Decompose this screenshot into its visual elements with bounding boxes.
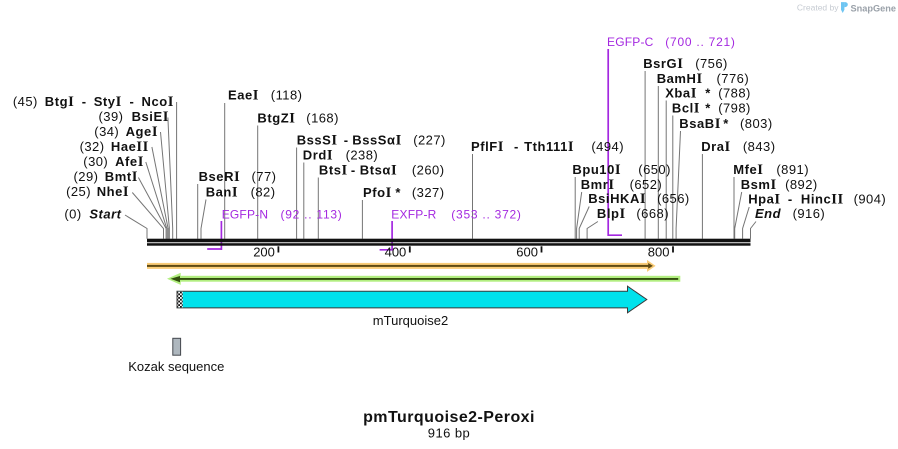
svg-text:(650): (650)	[638, 162, 671, 177]
svg-text:(168): (168)	[306, 110, 339, 125]
svg-text:(39): (39)	[99, 109, 124, 124]
svg-text:(30): (30)	[83, 154, 108, 169]
svg-text:(227): (227)	[413, 132, 446, 147]
svg-text:BtsI: BtsI	[319, 163, 348, 179]
svg-text:(34): (34)	[94, 124, 119, 139]
svg-text:MfeI: MfeI	[733, 162, 763, 178]
svg-text:200: 200	[253, 245, 275, 260]
svg-text:BtgI: BtgI	[45, 94, 75, 110]
svg-text:PfoI: PfoI	[363, 185, 392, 201]
svg-text:BmrI: BmrI	[581, 177, 615, 193]
svg-text:AgeI: AgeI	[126, 124, 158, 140]
svg-text:(891): (891)	[776, 162, 809, 177]
svg-text:*: *	[705, 101, 711, 116]
svg-text:HaeII: HaeII	[111, 139, 149, 155]
svg-text:mTurquoise2: mTurquoise2	[373, 313, 448, 328]
svg-text:-: -	[788, 192, 793, 207]
svg-text:BsrGI: BsrGI	[643, 56, 683, 72]
svg-text:EGFP-N: EGFP-N	[222, 208, 269, 222]
svg-text:BsiEI: BsiEI	[132, 109, 169, 125]
svg-text:BlpI: BlpI	[597, 206, 626, 222]
svg-text:(45): (45)	[13, 94, 38, 109]
svg-text:(803): (803)	[740, 116, 773, 131]
svg-text:BsmI: BsmI	[741, 177, 777, 193]
svg-text:Tth111I: Tth111I	[524, 139, 574, 155]
svg-text:BsiHKAI: BsiHKAI	[588, 191, 646, 207]
svg-text:BsaBI: BsaBI	[679, 116, 721, 132]
svg-text:(353 .. 372): (353 .. 372)	[451, 208, 521, 222]
svg-text:(843): (843)	[743, 139, 776, 154]
svg-text:(118): (118)	[271, 88, 303, 103]
svg-text:*: *	[723, 116, 729, 131]
svg-text:PflFI: PflFI	[471, 139, 504, 155]
svg-text:(82): (82)	[251, 185, 276, 200]
svg-text:(904): (904)	[854, 192, 887, 207]
svg-text:800: 800	[648, 245, 670, 260]
svg-text:(916): (916)	[793, 206, 826, 221]
svg-text:BclI: BclI	[672, 101, 700, 117]
svg-text:(652): (652)	[630, 177, 663, 192]
svg-text:EXFP-R: EXFP-R	[391, 208, 436, 222]
svg-text:(892): (892)	[785, 177, 818, 192]
svg-text:EaeI: EaeI	[228, 88, 259, 104]
svg-text:BamHI: BamHI	[657, 71, 703, 87]
svg-text:(77): (77)	[252, 169, 277, 184]
svg-text:HincII: HincII	[801, 192, 844, 208]
svg-text:-: -	[344, 132, 349, 147]
svg-text:Bpu10I: Bpu10I	[572, 162, 621, 178]
svg-text:(32): (32)	[80, 139, 105, 154]
svg-text:916 bp: 916 bp	[428, 426, 470, 441]
svg-text:BssSαI: BssSαI	[352, 132, 402, 148]
svg-text:Start: Start	[89, 207, 121, 222]
svg-text:400: 400	[385, 245, 407, 260]
svg-text:(25): (25)	[66, 184, 91, 199]
svg-text:BssSI: BssSI	[297, 132, 338, 148]
svg-text:(260): (260)	[412, 163, 445, 178]
svg-text:Kozak sequence: Kozak sequence	[128, 359, 224, 374]
svg-text:HpaI: HpaI	[748, 192, 780, 208]
svg-text:-: -	[130, 94, 135, 109]
svg-text:(0): (0)	[64, 207, 81, 222]
svg-text:(756): (756)	[695, 56, 728, 71]
svg-text:(494): (494)	[591, 139, 624, 154]
svg-text:-: -	[514, 139, 519, 154]
svg-text:EGFP-C: EGFP-C	[607, 35, 654, 49]
svg-text:(668): (668)	[636, 206, 669, 221]
svg-text:(238): (238)	[346, 147, 379, 162]
svg-text:BanI: BanI	[206, 185, 238, 201]
svg-text:BtgZI: BtgZI	[257, 110, 295, 126]
svg-text:AfeI: AfeI	[115, 154, 144, 170]
svg-text:StyI: StyI	[94, 94, 122, 110]
svg-text:(776): (776)	[717, 71, 750, 86]
svg-text:(798): (798)	[718, 101, 751, 116]
svg-text:-: -	[82, 94, 87, 109]
svg-text:*: *	[705, 86, 711, 101]
svg-text:Created by: Created by	[797, 3, 839, 13]
svg-text:BmtI: BmtI	[105, 169, 138, 185]
svg-text:SnapGene: SnapGene	[851, 4, 896, 14]
svg-text:-: -	[351, 163, 356, 178]
svg-text:pmTurquoise2-Peroxi: pmTurquoise2-Peroxi	[363, 409, 535, 426]
svg-text:(92 .. 113): (92 .. 113)	[281, 208, 343, 222]
svg-text:(327): (327)	[412, 185, 445, 200]
svg-text:NcoI: NcoI	[142, 94, 174, 110]
svg-text:(656): (656)	[657, 191, 690, 206]
svg-text:DrdI: DrdI	[303, 147, 333, 163]
svg-text:XbaI: XbaI	[665, 86, 697, 102]
svg-text:BseRI: BseRI	[199, 169, 241, 185]
svg-text:600: 600	[516, 245, 538, 260]
svg-text:DraI: DraI	[701, 139, 731, 155]
svg-text:NheI: NheI	[97, 184, 129, 200]
svg-text:(788): (788)	[718, 86, 751, 101]
svg-text:(29): (29)	[74, 169, 99, 184]
svg-text:(700 .. 721): (700 .. 721)	[665, 35, 735, 49]
svg-text:*: *	[395, 185, 401, 200]
svg-text:End: End	[755, 206, 782, 221]
svg-text:BtsαI: BtsαI	[360, 163, 397, 179]
